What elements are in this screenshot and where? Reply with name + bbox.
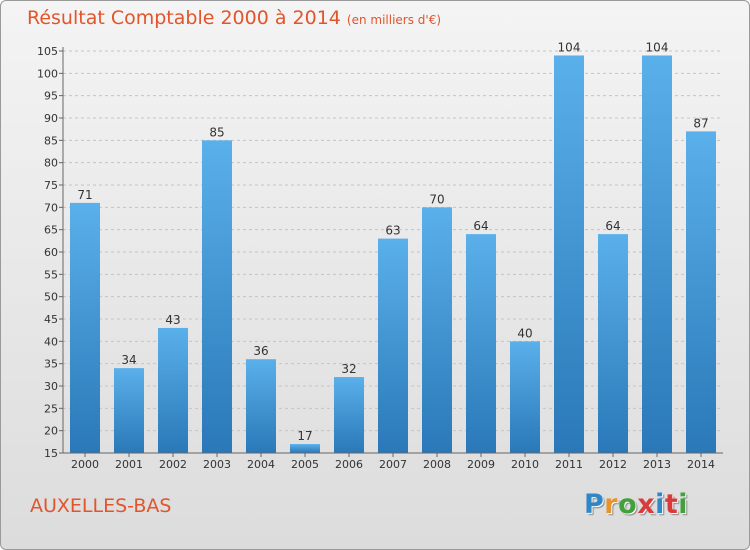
y-tick-label: 40 <box>44 335 58 348</box>
chart-subtitle: (en milliers d'€) <box>346 13 442 27</box>
x-tick-label: 2006 <box>335 458 363 471</box>
bar-value-label: 85 <box>209 125 224 139</box>
y-tick-label: 65 <box>44 224 58 237</box>
y-tick-label: 70 <box>44 201 58 214</box>
x-tick-label: 2009 <box>467 458 495 471</box>
logo-letter: x <box>637 489 656 520</box>
bar-value-label: 34 <box>121 353 136 367</box>
bar-value-label: 63 <box>385 224 400 238</box>
chart-title-text: Résultat Comptable 2000 à 2014 <box>27 7 341 29</box>
commune-name: AUXELLES-BAS <box>30 495 172 517</box>
logo-letter: o <box>618 489 638 520</box>
logo-letter: r <box>604 489 619 520</box>
y-tick-label: 95 <box>44 90 58 103</box>
y-tick-label: 60 <box>44 246 58 259</box>
bars <box>70 55 716 454</box>
bar-value-label: 17 <box>297 429 312 443</box>
bar-2000 <box>70 202 100 453</box>
logo-letter: i <box>678 489 689 520</box>
bar-2007 <box>378 238 408 453</box>
bar-2003 <box>202 140 232 454</box>
bar-2006 <box>334 377 364 453</box>
bar-2002 <box>158 327 188 453</box>
bar-2014 <box>686 131 716 453</box>
bar-2001 <box>114 368 144 453</box>
x-tick-label: 2002 <box>159 458 187 471</box>
bar-value-label: 40 <box>517 326 532 340</box>
bar-value-label: 104 <box>558 40 581 54</box>
y-tick-label: 25 <box>44 402 58 415</box>
proxiti-logo: Proxiti <box>584 489 688 520</box>
y-tick-label: 105 <box>37 45 58 58</box>
bar-2012 <box>598 234 628 453</box>
y-tick-label: 100 <box>37 67 58 80</box>
logo-letter: i <box>655 489 665 520</box>
logo-letter: t <box>664 489 679 520</box>
bar-2013 <box>642 55 672 453</box>
y-tick-label: 55 <box>44 268 58 281</box>
labels: 15 20 25 30 35 40 45 50 55 60 65 70 75 80 85 90 95 100 105… <box>37 40 715 471</box>
bar-value-label: 64 <box>473 219 488 233</box>
x-tick-label: 2003 <box>203 458 231 471</box>
x-tick-label: 2014 <box>687 458 715 471</box>
bar-2005 <box>290 444 320 453</box>
bar-2011 <box>554 55 584 453</box>
bar-value-label: 36 <box>253 344 268 358</box>
bar-value-label: 70 <box>429 192 444 206</box>
x-tick-label: 2013 <box>643 458 671 471</box>
x-tick-label: 2011 <box>555 458 583 471</box>
x-tick-label: 2007 <box>379 458 407 471</box>
bar-value-label: 64 <box>605 219 620 233</box>
y-tick-label: 15 <box>44 447 58 460</box>
y-tick-label: 30 <box>44 380 58 393</box>
chart-title: Résultat Comptable 2000 à 2014 (en millie… <box>27 7 441 29</box>
bar-value-label: 43 <box>165 313 180 327</box>
y-tick-label: 90 <box>44 112 58 125</box>
bar-value-label: 104 <box>646 40 669 54</box>
x-tick-label: 2010 <box>511 458 539 471</box>
bar-value-label: 71 <box>77 188 92 202</box>
y-tick-label: 45 <box>44 313 58 326</box>
logo-letter: P <box>584 489 605 520</box>
x-tick-label: 2001 <box>115 458 143 471</box>
y-tick-label: 75 <box>44 179 58 192</box>
bar-value-label: 87 <box>693 116 708 130</box>
x-tick-label: 2004 <box>247 458 275 471</box>
y-tick-label: 20 <box>44 425 58 438</box>
y-tick-label: 85 <box>44 134 58 147</box>
axes <box>59 47 723 457</box>
bar-2009 <box>466 234 496 453</box>
x-tick-label: 2005 <box>291 458 319 471</box>
bar-2010 <box>510 341 540 453</box>
x-tick-label: 2000 <box>71 458 99 471</box>
bar-2008 <box>422 207 452 453</box>
x-tick-label: 2012 <box>599 458 627 471</box>
x-tick-label: 2008 <box>423 458 451 471</box>
y-tick-label: 80 <box>44 157 58 170</box>
y-tick-label: 35 <box>44 358 58 371</box>
y-tick-label: 50 <box>44 291 58 304</box>
bar-2004 <box>246 359 276 453</box>
bar-value-label: 32 <box>341 362 356 376</box>
